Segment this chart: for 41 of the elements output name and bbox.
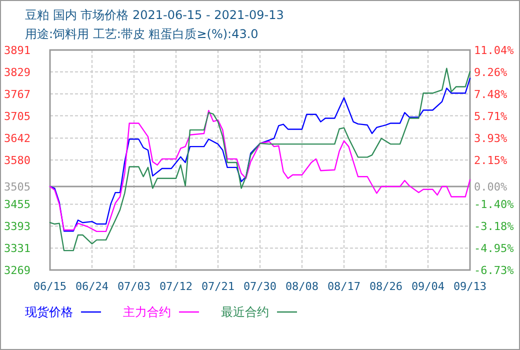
y2-tick-label: -3.18% (474, 220, 514, 234)
y2-tick-label: 7.48% (474, 88, 508, 102)
y-tick-label: 3642 (4, 132, 30, 146)
x-tick-label: 07/12 (159, 280, 193, 293)
legend-label: 主力合约 (123, 305, 171, 319)
legend-label: 现货价格 (25, 305, 73, 319)
y-tick-label: 3705 (4, 110, 30, 123)
x-tick-label: 09/04 (411, 280, 445, 293)
y2-tick-label: -6.73% (474, 264, 514, 277)
y-tick-label: 3829 (4, 66, 30, 79)
chart-title: 豆粕 国内 市场价格 2021-06-15 - 2021-09-13 (25, 8, 284, 22)
x-tick-label: 08/08 (285, 280, 319, 293)
y2-tick-label: -4.95% (474, 242, 514, 255)
legend-label: 最近合约 (221, 305, 269, 319)
y-tick-label: 3393 (4, 220, 30, 234)
x-tick-label: 06/15 (33, 280, 67, 293)
x-tick-label: 07/30 (243, 280, 277, 293)
line-series (49, 68, 471, 252)
y2-tick-label: 5.71% (474, 110, 508, 123)
x-tick-label: 06/24 (75, 280, 109, 293)
x-tick-label: 07/21 (201, 280, 235, 293)
y-tick-label: 3580 (4, 154, 30, 167)
x-tick-label: 09/13 (453, 280, 487, 293)
x-tick-label: 08/17 (327, 280, 361, 293)
y-tick-label: 3891 (4, 44, 30, 57)
y2-tick-label: -1.40% (474, 198, 514, 212)
line-series (49, 78, 471, 232)
x-tick-label: 08/26 (369, 280, 403, 293)
y2-tick-label: 11.04% (474, 44, 514, 57)
x-tick-label: 07/03 (117, 280, 151, 293)
chart-subtitle: 用途:饲料用 工艺:带皮 粗蛋白质≥(%):43.0 (25, 27, 258, 41)
line-series (49, 110, 471, 232)
y-tick-label: 3455 (4, 198, 30, 212)
y-tick-label: 3505 (4, 180, 30, 194)
y2-tick-label: 3.93% (474, 132, 508, 146)
y2-tick-label: 9.26% (474, 66, 508, 80)
y-tick-label: 3331 (4, 242, 30, 256)
y2-tick-label: 0.00% (474, 180, 508, 194)
y2-tick-label: 2.15% (474, 154, 508, 168)
y-tick-label: 3269 (4, 264, 30, 277)
y-tick-label: 3767 (4, 88, 30, 101)
